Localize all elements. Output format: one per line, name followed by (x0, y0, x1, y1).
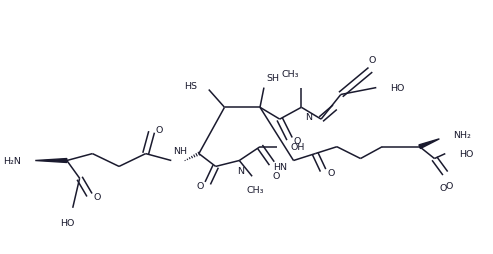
Polygon shape (35, 159, 67, 163)
Text: OH: OH (290, 143, 305, 152)
Text: N: N (237, 167, 244, 176)
Text: O: O (440, 183, 447, 193)
Text: O: O (156, 126, 163, 135)
Text: HO: HO (459, 150, 473, 158)
Text: HO: HO (61, 218, 75, 227)
Text: HS: HS (184, 82, 197, 91)
Text: O: O (272, 172, 280, 181)
Polygon shape (419, 139, 439, 149)
Text: O: O (294, 137, 301, 146)
Text: O: O (327, 168, 335, 177)
Text: H₂N: H₂N (3, 156, 22, 165)
Text: N: N (305, 113, 313, 122)
Text: O: O (446, 182, 453, 190)
Text: SH: SH (266, 73, 279, 82)
Text: O: O (94, 193, 101, 202)
Text: O: O (369, 56, 376, 65)
Text: NH₂: NH₂ (453, 131, 471, 140)
Text: HN: HN (274, 163, 287, 172)
Text: NH: NH (173, 146, 187, 155)
Text: CH₃: CH₃ (246, 185, 264, 194)
Text: HO: HO (390, 84, 404, 93)
Text: CH₃: CH₃ (282, 69, 299, 78)
Text: O: O (196, 181, 204, 190)
